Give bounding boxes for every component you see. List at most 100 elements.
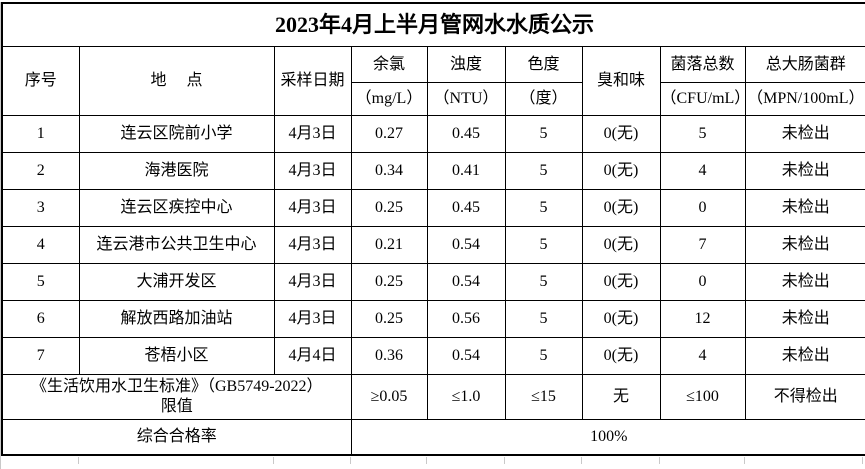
cell-coliform: 未检出 bbox=[744, 152, 865, 190]
sheet-gridline bbox=[581, 457, 582, 464]
limit-turbidity: ≤1.0 bbox=[426, 374, 506, 420]
title-row: 2023年4月上半月管网水水质公示 bbox=[1, 2, 865, 47]
cell-seq: 6 bbox=[1, 300, 80, 338]
cell-chlorine: 0.21 bbox=[350, 226, 428, 264]
pass-rate-row: 综合合格率 100% bbox=[1, 419, 865, 456]
cell-coliform: 未检出 bbox=[744, 300, 865, 338]
limit-chroma: ≤15 bbox=[504, 374, 583, 420]
cell-odor: 0(无) bbox=[581, 115, 661, 153]
sheet-gridline-strip bbox=[1, 456, 863, 464]
cell-chroma: 5 bbox=[504, 226, 583, 264]
cell-turbidity: 0.56 bbox=[426, 300, 506, 338]
cell-date: 4月3日 bbox=[273, 115, 352, 153]
data-rows: 1 连云区院前小学 4月3日 0.27 0.45 5 0(无) 5 未检出 2 海港医院 4月3日 0.… bbox=[1, 115, 865, 375]
cell-odor: 0(无) bbox=[581, 152, 661, 190]
sheet-gridline bbox=[659, 457, 660, 464]
limit-odor: 无 bbox=[581, 374, 661, 420]
cell-location: 苍梧小区 bbox=[78, 337, 275, 375]
header-seq: 序号 bbox=[1, 46, 80, 116]
cell-chroma: 5 bbox=[504, 300, 583, 338]
table-row: 6 解放西路加油站 4月3日 0.25 0.56 5 0(无) 12 未检出 bbox=[1, 300, 865, 338]
table-row: 1 连云区院前小学 4月3日 0.27 0.45 5 0(无) 5 未检出 bbox=[1, 115, 865, 153]
unit-residual-chlorine: （mg/L） bbox=[350, 82, 428, 116]
cell-date: 4月3日 bbox=[273, 300, 352, 338]
water-quality-table: 2023年4月上半月管网水水质公示 序号 地 点 采样日期 余氯 浊度 色度 臭… bbox=[1, 2, 865, 456]
sheet-gridline bbox=[744, 457, 745, 464]
cell-seq: 7 bbox=[1, 337, 80, 375]
cell-coliform: 未检出 bbox=[744, 115, 865, 153]
cell-location: 连云区疾控中心 bbox=[78, 189, 275, 227]
cell-turbidity: 0.41 bbox=[426, 152, 506, 190]
sheet-gridline bbox=[273, 457, 274, 464]
header-residual-chlorine: 余氯 bbox=[350, 46, 428, 83]
table-row: 7 苍梧小区 4月4日 0.36 0.54 5 0(无) 4 未检出 bbox=[1, 337, 865, 375]
cell-seq: 2 bbox=[1, 152, 80, 190]
cell-colony: 4 bbox=[659, 337, 746, 375]
cell-chroma: 5 bbox=[504, 115, 583, 153]
unit-total-coliform: （MPN/100mL） bbox=[744, 82, 865, 116]
cell-turbidity: 0.45 bbox=[426, 115, 506, 153]
cell-chroma: 5 bbox=[504, 263, 583, 301]
cell-location: 大浦开发区 bbox=[78, 263, 275, 301]
table-row: 3 连云区疾控中心 4月3日 0.25 0.45 5 0(无) 0 未检出 bbox=[1, 189, 865, 227]
header-total-coliform: 总大肠菌群 bbox=[744, 46, 865, 83]
header-turbidity: 浊度 bbox=[426, 46, 506, 83]
pass-rate-label: 综合合格率 bbox=[1, 419, 352, 456]
cell-seq: 5 bbox=[1, 263, 80, 301]
sheet-gridline bbox=[426, 457, 427, 464]
cell-chlorine: 0.36 bbox=[350, 337, 428, 375]
cell-chlorine: 0.25 bbox=[350, 300, 428, 338]
sheet-gridline bbox=[78, 457, 79, 464]
header-row-labels: 序号 地 点 采样日期 余氯 浊度 色度 臭和味 菌落总数 总大肠菌群 bbox=[1, 46, 865, 116]
sheet-gridline bbox=[504, 457, 505, 464]
cell-odor: 0(无) bbox=[581, 300, 661, 338]
cell-date: 4月3日 bbox=[273, 152, 352, 190]
cell-location: 连云区院前小学 bbox=[78, 115, 275, 153]
unit-chroma: （度） bbox=[504, 82, 583, 116]
cell-date: 4月3日 bbox=[273, 226, 352, 264]
cell-turbidity: 0.54 bbox=[426, 263, 506, 301]
table-row: 4 连云港市公共卫生中心 4月3日 0.21 0.54 5 0(无) 7 未检出 bbox=[1, 226, 865, 264]
cell-chroma: 5 bbox=[504, 189, 583, 227]
unit-turbidity: （NTU） bbox=[426, 82, 506, 116]
sheet-gridline bbox=[350, 457, 351, 464]
cell-colony: 0 bbox=[659, 263, 746, 301]
cell-chlorine: 0.34 bbox=[350, 152, 428, 190]
cell-odor: 0(无) bbox=[581, 189, 661, 227]
limit-total-coliform: 不得检出 bbox=[744, 374, 865, 420]
standard-limit-label: 《生活饮用水卫生标准》（GB5749-2022） 限值 bbox=[1, 374, 352, 420]
header-chroma: 色度 bbox=[504, 46, 583, 83]
table-title: 2023年4月上半月管网水水质公示 bbox=[1, 2, 865, 47]
cell-chlorine: 0.25 bbox=[350, 189, 428, 227]
limit-colony-count: ≤100 bbox=[659, 374, 746, 420]
cell-colony: 7 bbox=[659, 226, 746, 264]
table-row: 5 大浦开发区 4月3日 0.25 0.54 5 0(无) 0 未检出 bbox=[1, 263, 865, 301]
cell-turbidity: 0.45 bbox=[426, 189, 506, 227]
cell-colony: 4 bbox=[659, 152, 746, 190]
pass-rate-value: 100% bbox=[350, 419, 865, 456]
cell-odor: 0(无) bbox=[581, 337, 661, 375]
unit-colony-count: （CFU/mL） bbox=[659, 82, 746, 116]
cell-date: 4月3日 bbox=[273, 263, 352, 301]
cell-colony: 12 bbox=[659, 300, 746, 338]
header-row-units: （mg/L） （NTU） （度） （CFU/mL） （MPN/100mL） bbox=[2, 82, 865, 116]
sheet-gridline-left bbox=[0, 2, 1, 469]
cell-turbidity: 0.54 bbox=[426, 226, 506, 264]
cell-colony: 0 bbox=[659, 189, 746, 227]
cell-odor: 0(无) bbox=[581, 263, 661, 301]
cell-odor: 0(无) bbox=[581, 226, 661, 264]
cell-coliform: 未检出 bbox=[744, 337, 865, 375]
cell-coliform: 未检出 bbox=[744, 263, 865, 301]
cell-location: 连云港市公共卫生中心 bbox=[78, 226, 275, 264]
cell-chlorine: 0.27 bbox=[350, 115, 428, 153]
header-odor: 臭和味 bbox=[581, 46, 661, 116]
cell-coliform: 未检出 bbox=[744, 226, 865, 264]
cell-location: 解放西路加油站 bbox=[78, 300, 275, 338]
header-location: 地 点 bbox=[78, 46, 275, 116]
standard-limit-row: 《生活饮用水卫生标准》（GB5749-2022） 限值 ≥0.05 ≤1.0 ≤… bbox=[1, 374, 865, 420]
header-sample-date: 采样日期 bbox=[273, 46, 352, 116]
header-colony-count: 菌落总数 bbox=[659, 46, 746, 83]
sheet-gridline bbox=[862, 457, 863, 464]
cell-chroma: 5 bbox=[504, 152, 583, 190]
limit-residual-chlorine: ≥0.05 bbox=[350, 374, 428, 420]
